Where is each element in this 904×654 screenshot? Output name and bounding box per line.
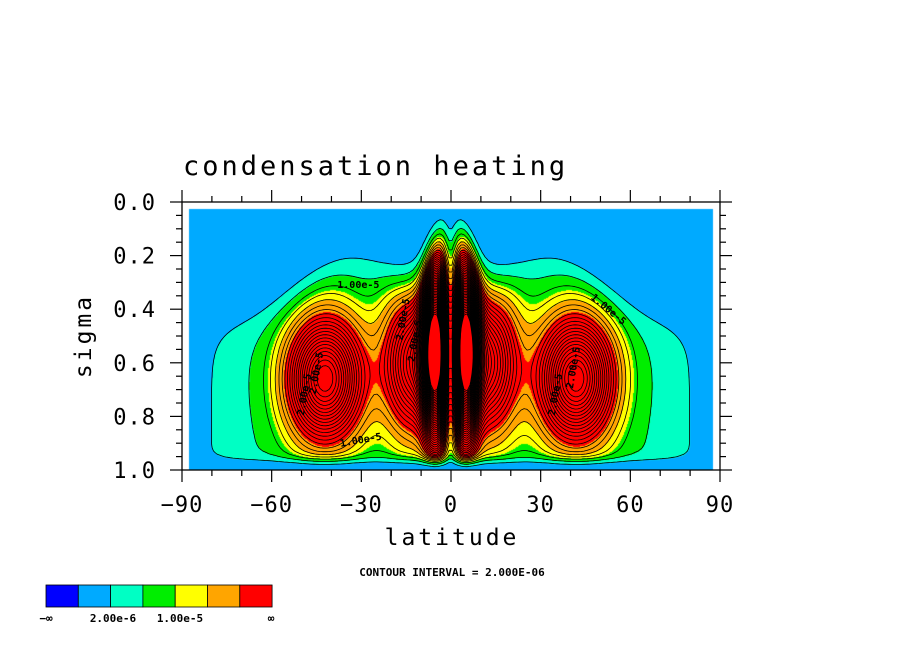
plot-area: 1.00e-51.00e-51.00e-52.00e-52.00e-52.00e… (181, 201, 721, 471)
x-tick-label: −90 (161, 493, 204, 518)
y-axis: 0.0 0.2 0.4 0.6 0.8 1.0 (113, 191, 732, 484)
colorbar-swatch (110, 584, 144, 608)
y-tick-label: 0.0 (113, 191, 156, 216)
contour-line (293, 258, 608, 452)
contour-line (278, 244, 623, 460)
colorbar-swatch (174, 584, 208, 608)
x-tick-label: −30 (340, 493, 383, 518)
contour-line (287, 251, 614, 456)
colorbar-swatch (77, 584, 112, 608)
chart-title: condensation heating (183, 151, 568, 182)
colorbar: −∞ 2.00e-6 1.00e-5 ∞ (39, 584, 275, 625)
contour-line (289, 254, 612, 455)
x-tick-label: 60 (616, 493, 645, 518)
y-tick-label: 0.4 (113, 298, 156, 323)
contour-line (313, 274, 588, 433)
contour-line (274, 241, 627, 461)
contour-line (299, 263, 602, 446)
colorbar-swatch (239, 584, 273, 608)
x-tick-label: 0 (444, 493, 458, 518)
colorbar-label-inf: ∞ (268, 612, 275, 625)
colorbar-swatch (45, 584, 79, 608)
y-tick-label: 1.0 (113, 459, 156, 484)
colorbar-swatch (207, 584, 241, 608)
colorbar-label-low: 2.00e-6 (90, 612, 137, 625)
x-tick-label: 30 (526, 493, 555, 518)
contour-line (284, 249, 617, 458)
x-axis-label: latitude (385, 525, 520, 551)
colorbar-label-minus-inf: −∞ (39, 612, 53, 625)
contour-line (263, 233, 638, 463)
y-axis-label: sigma (71, 294, 97, 378)
y-tick-label: 0.6 (113, 352, 156, 377)
colorbar-swatches (45, 584, 273, 608)
contour-label: 1.00e-5 (337, 280, 379, 291)
filled-contour-field (182, 202, 720, 470)
contour-line (248, 227, 653, 465)
x-tick-label: 90 (706, 493, 735, 518)
x-axis: −90 −60 −30 0 30 60 90 (161, 190, 735, 518)
contour-interval-text: CONTOUR INTERVAL = 2.000E-06 (359, 566, 545, 579)
contour-line (211, 219, 690, 468)
colorbar-label-high: 1.00e-5 (157, 612, 203, 625)
colorbar-swatch (142, 584, 176, 608)
y-tick-label: 0.2 (113, 245, 156, 270)
contour-line (295, 260, 606, 450)
contour-line (270, 237, 631, 462)
contour-line (297, 262, 604, 448)
contour-line (281, 247, 620, 459)
contour-line (301, 265, 600, 443)
contour-line (291, 256, 610, 454)
x-tick-label: −60 (250, 493, 293, 518)
contour-lines (211, 219, 690, 468)
contour-line (427, 313, 474, 392)
y-tick-label: 0.8 (113, 405, 156, 430)
